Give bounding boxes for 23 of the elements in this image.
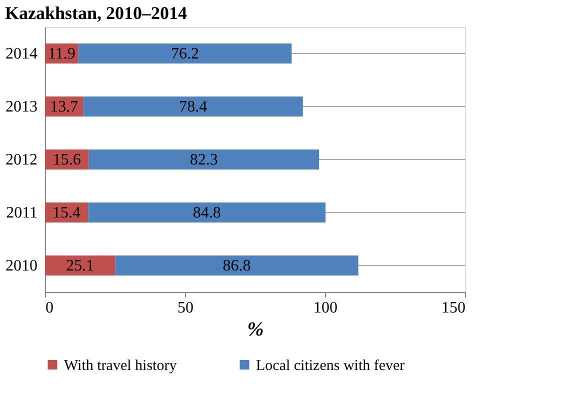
x-tick-label: 50 [178, 300, 194, 316]
data-label: 84.8 [192, 204, 221, 222]
y-tick-label: 2010 [6, 258, 38, 274]
data-label: 76.2 [171, 46, 199, 62]
y-tick-label: 2013 [6, 98, 38, 116]
x-tick-label: 0 [46, 300, 54, 316]
data-label: 15.6 [52, 152, 81, 168]
legend-label: Local citizens with fever [256, 358, 405, 374]
x-tick-label: 150 [442, 300, 466, 316]
y-tick-label: 2014 [6, 46, 38, 62]
chart-title: Kazakhstan, 2010–2014 [5, 3, 188, 23]
y-tick-label: 2011 [6, 204, 38, 222]
data-label: 13.7 [50, 98, 78, 116]
legend-label: With travel history [64, 358, 178, 374]
data-label: 15.4 [52, 204, 81, 222]
data-label: 78.4 [179, 98, 208, 116]
x-tick-label: 100 [314, 300, 338, 316]
data-label: 11.9 [48, 46, 76, 62]
data-label: 86.8 [222, 258, 251, 274]
x-axis-title: % [247, 318, 264, 340]
data-label: 82.3 [190, 152, 218, 168]
data-label: 25.1 [66, 258, 94, 274]
y-tick-label: 2012 [6, 152, 38, 168]
